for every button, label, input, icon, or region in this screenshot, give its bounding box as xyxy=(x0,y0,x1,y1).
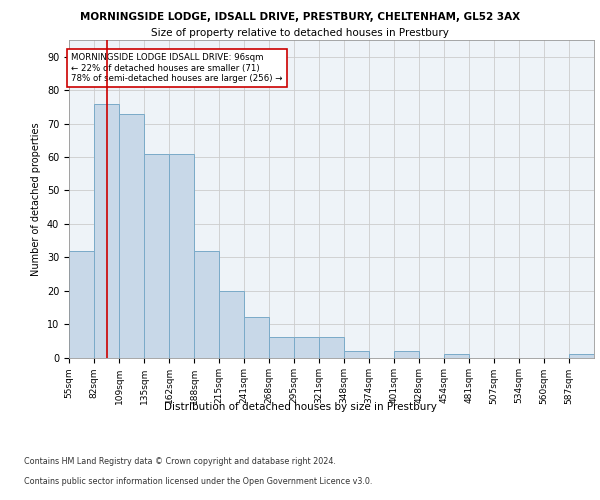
Bar xyxy=(219,290,244,358)
Text: MORNINGSIDE LODGE IDSALL DRIVE: 96sqm
← 22% of detached houses are smaller (71)
: MORNINGSIDE LODGE IDSALL DRIVE: 96sqm ← … xyxy=(71,54,283,83)
Bar xyxy=(244,318,269,358)
Text: Distribution of detached houses by size in Prestbury: Distribution of detached houses by size … xyxy=(164,402,436,412)
Bar xyxy=(144,154,169,358)
Bar xyxy=(69,250,94,358)
Text: Contains HM Land Registry data © Crown copyright and database right 2024.: Contains HM Land Registry data © Crown c… xyxy=(24,458,336,466)
Bar xyxy=(194,250,219,358)
Bar xyxy=(94,104,119,358)
Bar xyxy=(294,338,319,357)
Bar xyxy=(169,154,194,358)
Bar xyxy=(569,354,594,358)
Bar xyxy=(344,351,369,358)
Bar xyxy=(119,114,144,358)
Bar xyxy=(319,338,344,357)
Text: MORNINGSIDE LODGE, IDSALL DRIVE, PRESTBURY, CHELTENHAM, GL52 3AX: MORNINGSIDE LODGE, IDSALL DRIVE, PRESTBU… xyxy=(80,12,520,22)
Text: Contains public sector information licensed under the Open Government Licence v3: Contains public sector information licen… xyxy=(24,478,373,486)
Bar xyxy=(269,338,294,357)
Y-axis label: Number of detached properties: Number of detached properties xyxy=(31,122,41,276)
Text: Size of property relative to detached houses in Prestbury: Size of property relative to detached ho… xyxy=(151,28,449,38)
Bar xyxy=(394,351,419,358)
Bar xyxy=(444,354,469,358)
